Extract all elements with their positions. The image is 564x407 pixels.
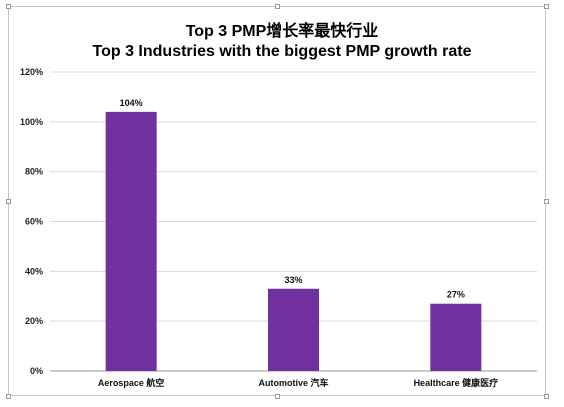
data-label: 33% [284,275,302,285]
y-tick-label: 80% [25,167,43,177]
resize-handle-bottom-left[interactable] [6,394,11,399]
x-category-label: Automotive 汽车 [258,377,328,388]
resize-handle-bottom-center[interactable] [275,394,280,399]
data-label: 27% [447,290,465,300]
resize-handle-bottom-right[interactable] [544,394,549,399]
resize-handle-top-left[interactable] [6,4,11,9]
bar [105,111,157,371]
resize-handle-top-center[interactable] [275,4,280,9]
y-tick-label: 40% [25,266,43,276]
x-category-label: Healthcare 健康医疗 [414,377,499,388]
resize-handle-middle-right[interactable] [544,199,549,204]
y-tick-label: 100% [20,117,43,127]
y-tick-label: 20% [25,316,43,326]
y-tick-label: 60% [25,217,43,227]
y-tick-label: 120% [20,67,43,77]
resize-handle-middle-left[interactable] [6,199,11,204]
y-tick-label: 0% [30,366,43,376]
x-category-label: Aerospace 航空 [98,377,165,388]
resize-handle-top-right[interactable] [544,4,549,9]
bar [430,303,482,371]
chart-title: Top 3 PMP增长率最快行业 [185,23,379,40]
bar [268,288,319,371]
chart-subtitle: Top 3 Industries with the biggest PMP gr… [92,43,472,60]
data-label: 104% [120,98,143,108]
